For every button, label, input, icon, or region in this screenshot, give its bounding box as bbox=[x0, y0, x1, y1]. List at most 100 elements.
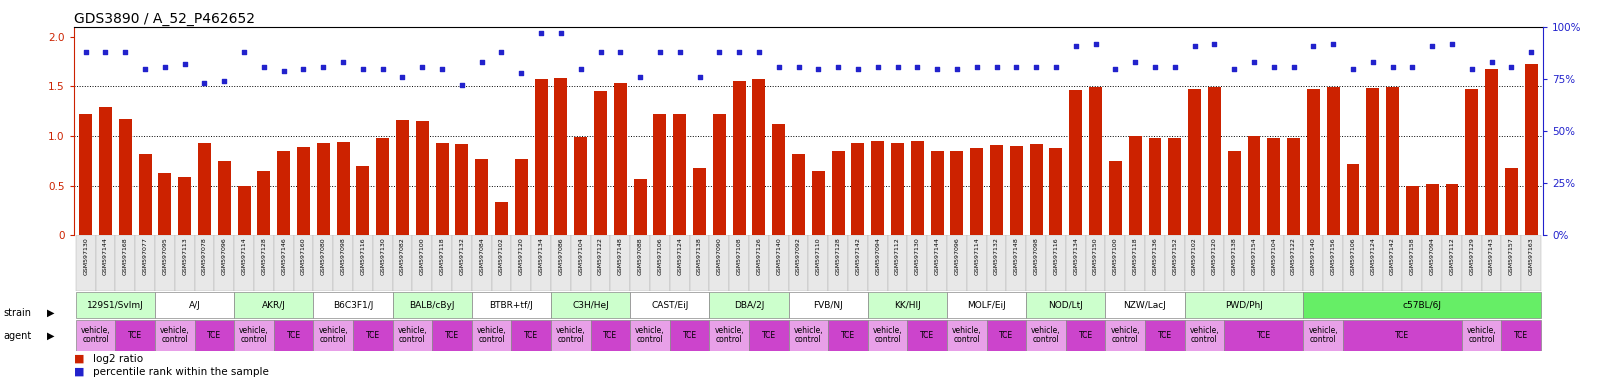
Text: TCE: TCE bbox=[1078, 331, 1092, 339]
Text: GSM597077: GSM597077 bbox=[143, 237, 148, 275]
FancyBboxPatch shape bbox=[353, 235, 372, 291]
FancyBboxPatch shape bbox=[1185, 319, 1224, 351]
Point bbox=[1439, 40, 1464, 46]
FancyBboxPatch shape bbox=[156, 235, 175, 291]
Text: GSM597128: GSM597128 bbox=[836, 237, 840, 275]
FancyBboxPatch shape bbox=[393, 292, 472, 318]
Text: B6C3F1/J: B6C3F1/J bbox=[332, 301, 374, 310]
FancyBboxPatch shape bbox=[1105, 319, 1145, 351]
Text: GSM597142: GSM597142 bbox=[1391, 237, 1395, 275]
Text: GSM597080: GSM597080 bbox=[321, 237, 326, 275]
Text: GSM597098: GSM597098 bbox=[340, 237, 345, 275]
Bar bbox=[1070, 91, 1083, 235]
Point bbox=[330, 59, 356, 65]
Point bbox=[311, 63, 337, 70]
Bar bbox=[1327, 88, 1339, 235]
Bar bbox=[436, 143, 449, 235]
Point bbox=[1221, 66, 1246, 72]
Point bbox=[1004, 63, 1030, 70]
Text: GSM597112: GSM597112 bbox=[1450, 237, 1455, 275]
FancyBboxPatch shape bbox=[1264, 235, 1283, 291]
Bar bbox=[197, 143, 210, 235]
Point bbox=[549, 30, 574, 36]
Text: GSM597108: GSM597108 bbox=[736, 237, 741, 275]
Text: vehicle,
control: vehicle, control bbox=[794, 326, 823, 344]
Bar bbox=[396, 120, 409, 235]
Text: GSM597134: GSM597134 bbox=[1073, 237, 1078, 275]
Text: TCE: TCE bbox=[1514, 331, 1529, 339]
Bar bbox=[1307, 89, 1320, 235]
Text: GSM597124: GSM597124 bbox=[677, 237, 682, 275]
FancyBboxPatch shape bbox=[1363, 235, 1383, 291]
FancyBboxPatch shape bbox=[650, 235, 670, 291]
Point bbox=[528, 30, 553, 36]
FancyBboxPatch shape bbox=[552, 319, 590, 351]
FancyBboxPatch shape bbox=[789, 292, 868, 318]
Point bbox=[449, 82, 475, 88]
Point bbox=[687, 74, 712, 80]
Bar bbox=[1386, 88, 1399, 235]
FancyBboxPatch shape bbox=[552, 292, 630, 318]
FancyBboxPatch shape bbox=[709, 319, 749, 351]
Text: TCE: TCE bbox=[207, 331, 221, 339]
Text: GSM597143: GSM597143 bbox=[1489, 237, 1493, 275]
Bar bbox=[356, 166, 369, 235]
Text: GSM597084: GSM597084 bbox=[480, 237, 484, 275]
FancyBboxPatch shape bbox=[253, 235, 274, 291]
Bar bbox=[1267, 138, 1280, 235]
Text: NZW/LacJ: NZW/LacJ bbox=[1124, 301, 1166, 310]
Point bbox=[371, 66, 396, 72]
FancyBboxPatch shape bbox=[986, 235, 1006, 291]
Text: ▶: ▶ bbox=[47, 308, 55, 318]
FancyBboxPatch shape bbox=[571, 235, 590, 291]
FancyBboxPatch shape bbox=[749, 235, 768, 291]
Text: TCE: TCE bbox=[683, 331, 696, 339]
FancyBboxPatch shape bbox=[313, 292, 393, 318]
Text: TCE: TCE bbox=[603, 331, 618, 339]
Text: GSM597104: GSM597104 bbox=[1272, 237, 1277, 275]
Text: FVB/NJ: FVB/NJ bbox=[813, 301, 844, 310]
FancyBboxPatch shape bbox=[630, 319, 670, 351]
FancyBboxPatch shape bbox=[215, 235, 234, 291]
Bar bbox=[593, 91, 606, 235]
Point bbox=[746, 49, 772, 55]
Text: GSM597113: GSM597113 bbox=[183, 237, 188, 275]
Text: GSM597122: GSM597122 bbox=[598, 237, 603, 275]
FancyBboxPatch shape bbox=[313, 235, 334, 291]
Text: GSM597095: GSM597095 bbox=[162, 237, 167, 275]
FancyBboxPatch shape bbox=[393, 319, 431, 351]
Text: GSM597102: GSM597102 bbox=[499, 237, 504, 275]
Text: TCE: TCE bbox=[840, 331, 855, 339]
Bar bbox=[1505, 168, 1517, 235]
Bar bbox=[1089, 88, 1102, 235]
FancyBboxPatch shape bbox=[849, 235, 868, 291]
Text: TCE: TCE bbox=[921, 331, 934, 339]
Text: GSM597158: GSM597158 bbox=[1410, 237, 1415, 275]
FancyBboxPatch shape bbox=[690, 235, 709, 291]
Point bbox=[1379, 63, 1405, 70]
Bar bbox=[1030, 144, 1043, 235]
FancyBboxPatch shape bbox=[1185, 292, 1304, 318]
Point bbox=[905, 63, 930, 70]
Text: GSM597102: GSM597102 bbox=[1192, 237, 1197, 275]
Bar bbox=[1445, 184, 1458, 235]
Text: GSM597144: GSM597144 bbox=[935, 237, 940, 275]
FancyBboxPatch shape bbox=[472, 292, 552, 318]
FancyBboxPatch shape bbox=[1105, 235, 1126, 291]
FancyBboxPatch shape bbox=[393, 235, 412, 291]
FancyBboxPatch shape bbox=[75, 319, 115, 351]
Text: C3H/HeJ: C3H/HeJ bbox=[573, 301, 610, 310]
Text: GSM597118: GSM597118 bbox=[439, 237, 444, 275]
FancyBboxPatch shape bbox=[946, 292, 1027, 318]
FancyBboxPatch shape bbox=[1086, 235, 1105, 291]
FancyBboxPatch shape bbox=[946, 319, 986, 351]
FancyBboxPatch shape bbox=[156, 319, 194, 351]
Text: PWD/PhJ: PWD/PhJ bbox=[1225, 301, 1262, 310]
FancyBboxPatch shape bbox=[472, 235, 491, 291]
Text: vehicle,
control: vehicle, control bbox=[557, 326, 585, 344]
Bar bbox=[1466, 89, 1479, 235]
Point bbox=[1201, 40, 1227, 46]
Text: c57BL/6J: c57BL/6J bbox=[1404, 301, 1442, 310]
Point bbox=[1400, 63, 1426, 70]
Bar bbox=[1407, 186, 1420, 235]
